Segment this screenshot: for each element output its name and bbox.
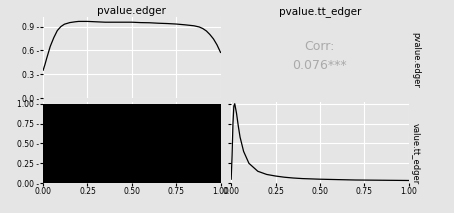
Text: pvalue.edger: pvalue.edger <box>411 32 420 88</box>
Text: value.tt_edger: value.tt_edger <box>411 123 420 184</box>
Text: Corr:
0.076***: Corr: 0.076*** <box>292 40 347 72</box>
Title: pvalue.edger: pvalue.edger <box>98 6 166 16</box>
Title: pvalue.tt_edger: pvalue.tt_edger <box>279 6 361 17</box>
